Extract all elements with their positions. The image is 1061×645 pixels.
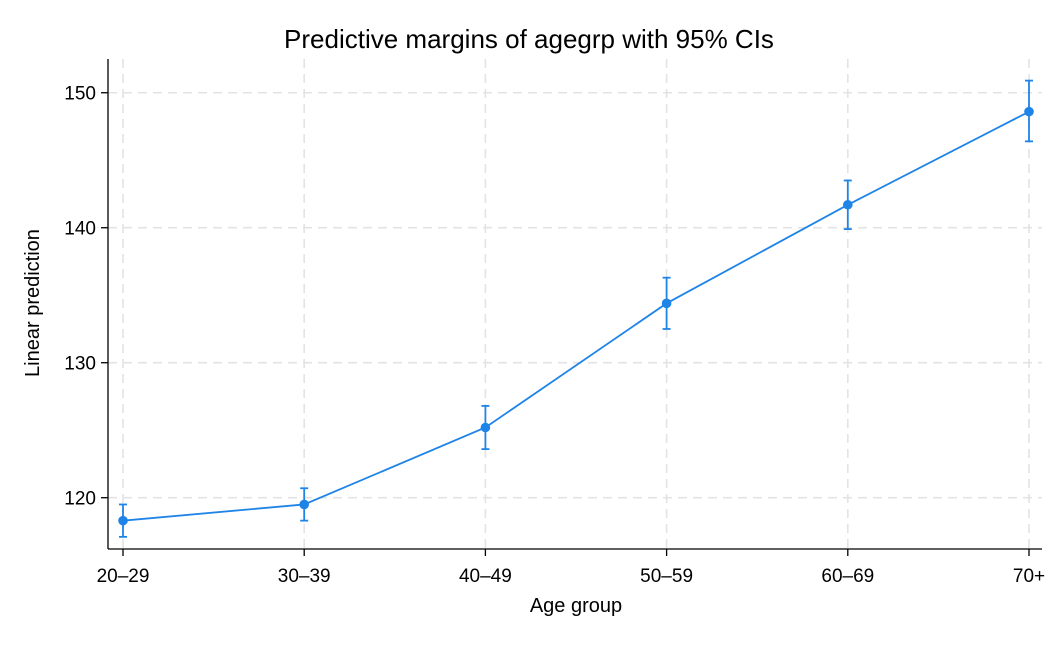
x-tick-label: 30–39 — [278, 566, 331, 587]
y-tick-label: 130 — [64, 354, 96, 375]
x-axis-label: Age group — [530, 595, 622, 617]
tick-layer: 120 130 140 150 20–29 30–39 40–49 50–59 60–69 70+ — [64, 84, 1045, 587]
series-line — [122, 110, 1030, 522]
y-tick-label: 150 — [64, 84, 96, 105]
data-point — [480, 422, 491, 433]
x-tick-label: 40–49 — [459, 566, 512, 587]
grid-layer — [108, 59, 1042, 549]
y-tick-label: 140 — [64, 219, 96, 240]
x-tick-label: 60–69 — [821, 566, 874, 587]
y-tick-label: 120 — [64, 489, 96, 510]
y-axis-label: Linear prediction — [22, 229, 44, 377]
data-point — [118, 515, 128, 526]
x-tick-label: 20–29 — [97, 566, 150, 587]
x-tick-label: 50–59 — [640, 566, 693, 587]
data-layer — [118, 79, 1034, 538]
axis-layer — [107, 59, 1042, 550]
chart-title: Predictive margins of agegrp with 95% CI… — [284, 24, 774, 54]
data-point — [299, 499, 310, 510]
x-tick-label: 70+ — [1013, 566, 1045, 587]
data-point — [843, 199, 853, 210]
data-point — [1024, 106, 1034, 117]
data-point — [661, 298, 672, 309]
